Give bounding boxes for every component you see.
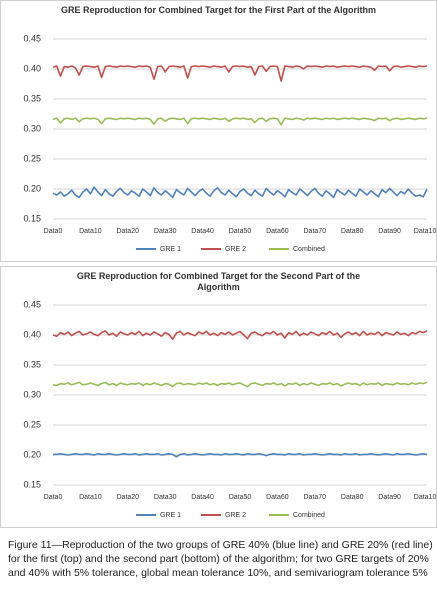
y-tick-label: 0.15 [23, 213, 41, 223]
x-tick-label: Data100 [414, 494, 436, 501]
x-tick-label: Data100 [414, 228, 436, 235]
x-tick-label: Data90 [378, 494, 401, 501]
x-tick-label: Data80 [341, 228, 364, 235]
y-tick-label: 0.40 [23, 63, 41, 73]
x-tick-label: Data20 [117, 494, 140, 501]
y-tick-label: 0.15 [23, 479, 41, 489]
y-tick-label: 0.35 [23, 93, 41, 103]
series-line [52, 381, 428, 388]
legend-label: GRE 1 [160, 512, 181, 519]
x-tick-label: Data50 [229, 228, 252, 235]
x-tick-label: Data70 [304, 494, 327, 501]
x-tick-label: Data30 [154, 228, 177, 235]
y-tick-label: 0.25 [23, 419, 41, 429]
x-tick-label: Data0 [44, 494, 63, 501]
legend-label: GRE 2 [225, 246, 246, 253]
figure-caption: Figure 11—Reproduction of the two groups… [8, 539, 433, 579]
y-tick-label: 0.30 [23, 123, 41, 133]
x-tick-label: Data70 [304, 228, 327, 235]
chart-title: GRE Reproduction for Combined Target for… [76, 271, 361, 292]
x-tick-label: Data10 [79, 494, 102, 501]
x-tick-label: Data50 [229, 494, 252, 501]
x-tick-label: Data90 [378, 228, 401, 235]
x-tick-label: Data10 [79, 228, 102, 235]
series-line [52, 186, 428, 199]
y-tick-label: 0.35 [23, 359, 41, 369]
y-tick-label: 0.45 [23, 33, 41, 43]
series-line [52, 117, 428, 126]
series-line [52, 330, 428, 340]
chart: 0.15 0.20 0.25 0.30 0.35 0.40 0.45 Data0 Data10 D… [23, 33, 436, 253]
legend-label: Combined [293, 246, 325, 253]
y-tick-label: 0.25 [23, 153, 41, 163]
legend-label: Combined [293, 512, 325, 519]
x-tick-label: Data20 [117, 228, 140, 235]
y-tick-label: 0.20 [23, 183, 41, 193]
series-line [53, 453, 428, 458]
y-tick-label: 0.40 [23, 329, 41, 339]
y-tick-label: 0.45 [23, 299, 41, 309]
legend-label: GRE 2 [225, 512, 246, 519]
legend-label: GRE 1 [160, 246, 181, 253]
y-tick-label: 0.30 [23, 389, 41, 399]
x-tick-label: Data40 [191, 228, 214, 235]
x-tick-label: Data80 [341, 494, 364, 501]
series-line [52, 65, 428, 82]
x-tick-label: Data60 [266, 228, 289, 235]
chart-panel: GRE Reproduction for Combined Target for… [0, 266, 437, 528]
x-tick-label: Data60 [266, 494, 289, 501]
x-tick-label: Data30 [154, 494, 177, 501]
y-tick-label: 0.20 [23, 449, 41, 459]
x-tick-label: Data40 [191, 494, 214, 501]
chart-panel: GRE Reproduction for Combined Target for… [0, 0, 437, 262]
chart: 0.15 0.20 0.25 0.30 0.35 0.40 0.45 Data0 Data10 D… [23, 299, 436, 519]
x-tick-label: Data0 [44, 228, 63, 235]
chart-title: GRE Reproduction for Combined Target for… [61, 5, 376, 15]
